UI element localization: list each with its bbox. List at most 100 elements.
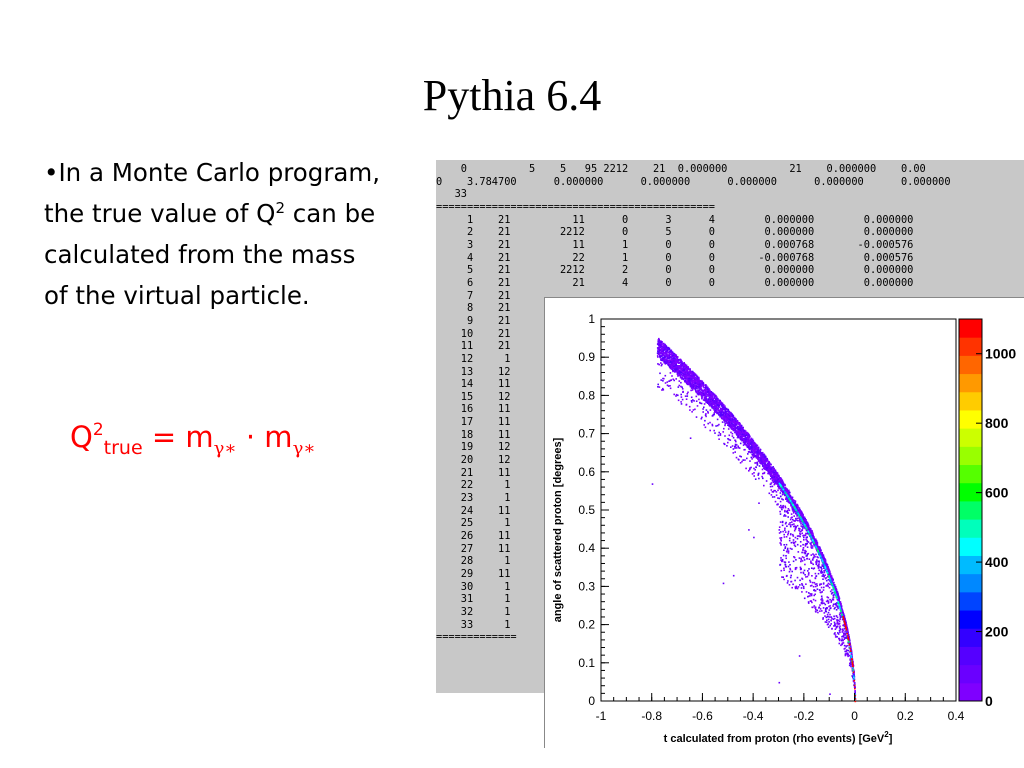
data-point: [823, 571, 826, 574]
data-point: [658, 386, 661, 388]
data-point: [788, 570, 791, 573]
data-point: [821, 575, 824, 577]
formula-q: Q: [70, 420, 93, 454]
data-point: [729, 415, 732, 418]
formula-q-sup: 2: [92, 420, 104, 440]
data-point: [682, 369, 684, 372]
data-point: [666, 349, 669, 351]
data-point: [700, 417, 703, 420]
data-point: [794, 536, 797, 539]
data-point: [820, 586, 823, 589]
data-point: [736, 447, 738, 449]
data-point: [701, 416, 703, 419]
data-point: [823, 586, 825, 589]
data-point: [744, 434, 747, 437]
data-point: [812, 532, 814, 535]
data-point: [741, 439, 743, 442]
data-point: [677, 372, 679, 375]
data-point: [676, 357, 679, 360]
scatter-plot-panel: -1 -0.8 -0.6 -0.4 -0.2 0 0.2 0.4 0 0.1 0.2 0.3 0.4 0.…: [544, 297, 1024, 748]
data-point: [750, 456, 753, 459]
data-point: [753, 446, 756, 448]
data-point: [672, 352, 674, 354]
data-point: [665, 358, 667, 361]
data-point: [814, 599, 817, 602]
data-point: [810, 538, 813, 541]
data-point: [719, 408, 722, 411]
data-point: [658, 363, 660, 366]
data-point: [670, 353, 672, 356]
data-point: [666, 356, 669, 359]
data-point: [823, 602, 825, 605]
data-point: [830, 593, 833, 595]
data-point: [674, 364, 676, 367]
data-point: [805, 576, 807, 578]
data-point: [683, 366, 685, 368]
data-point: [821, 571, 824, 574]
data-point: [801, 532, 803, 535]
data-point: [847, 631, 849, 634]
data-point: [680, 376, 683, 378]
data-point: [679, 367, 681, 369]
data-point: [802, 516, 805, 519]
data-point: [795, 559, 797, 561]
data-point: [796, 587, 799, 590]
data-point: [675, 371, 678, 373]
data-point: [805, 519, 807, 521]
data-point: [710, 405, 713, 408]
data-point: [663, 359, 665, 362]
data-point: [748, 441, 750, 444]
data-point: [736, 420, 739, 423]
data-point: [783, 578, 785, 581]
data-point: [664, 356, 667, 358]
data-point: [734, 445, 736, 448]
data-point: [716, 411, 718, 413]
data-point: [716, 399, 719, 402]
data-point: [822, 565, 825, 568]
data-point: [703, 394, 706, 396]
data-point: [761, 451, 764, 454]
data-point: [672, 378, 674, 381]
data-point: [708, 403, 710, 405]
data-point: [807, 541, 810, 543]
data-point: [711, 415, 714, 417]
data-point: [698, 379, 700, 381]
data-point: [830, 575, 833, 578]
data-point: [803, 551, 805, 554]
data-point: [766, 467, 768, 469]
formula-q-sub: true: [103, 437, 143, 459]
data-point: [672, 361, 674, 364]
data-point: [742, 438, 745, 441]
data-point: [666, 381, 669, 383]
data-point: [736, 436, 739, 439]
data-point: [734, 418, 736, 420]
data-point: [723, 405, 725, 408]
data-point: [697, 386, 700, 389]
data-point: [823, 559, 825, 561]
data-point: [818, 563, 820, 565]
data-point: [792, 539, 795, 541]
data-point: [672, 370, 674, 373]
data-point: [824, 559, 826, 561]
data-point: [787, 530, 790, 533]
data-point: [781, 508, 783, 511]
data-point: [784, 561, 787, 564]
data-point: [760, 459, 762, 461]
data-point: [674, 357, 676, 360]
data-point: [774, 483, 776, 485]
bullet-suffix: can be calculated from the mass of the v…: [44, 199, 376, 310]
data-point: [699, 391, 702, 394]
data-point: [822, 578, 824, 580]
data-point: [842, 629, 844, 632]
ridge-point: [838, 604, 840, 606]
data-point: [730, 425, 733, 428]
data-point: [661, 341, 663, 343]
data-point: [657, 348, 659, 351]
data-point: [809, 528, 811, 531]
data-point: [698, 378, 700, 380]
data-point: [662, 345, 664, 347]
data-point: [827, 582, 830, 585]
data-point: [807, 601, 810, 603]
data-point: [826, 599, 829, 602]
data-point: [801, 551, 803, 554]
